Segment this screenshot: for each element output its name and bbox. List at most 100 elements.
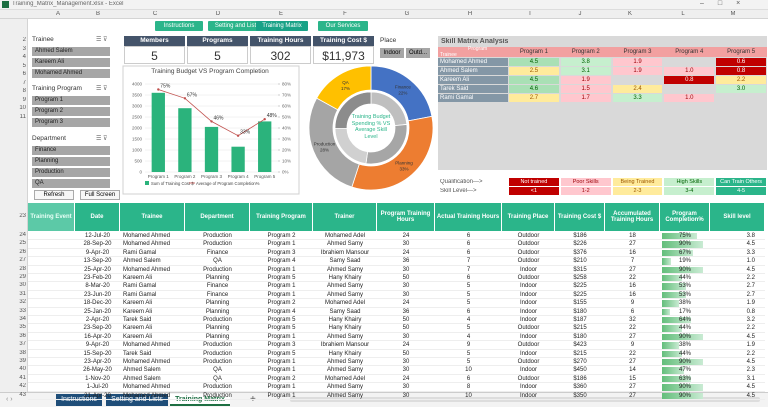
slicer-icons[interactable]: ☰ ⊽	[96, 86, 108, 92]
nav-button[interactable]: Instructions	[155, 21, 203, 31]
table-cell: Program 3	[250, 341, 313, 350]
table-cell: Mohamed Ahmed	[120, 358, 185, 367]
table-cell: 7	[605, 257, 660, 266]
table-cell: $258	[555, 274, 605, 283]
column-header-bar	[0, 10, 768, 19]
table-cell: Outdoor	[502, 358, 555, 367]
table-cell: 30	[377, 383, 435, 392]
table-cell: Mohamed Ahmed	[120, 240, 185, 249]
slicer-item[interactable]: Outd...	[406, 48, 430, 58]
data-bar	[662, 325, 683, 332]
row-number: 29	[19, 274, 26, 280]
table-cell: Mohamed Ahmed	[120, 392, 185, 400]
table-cell	[28, 341, 75, 350]
action-button[interactable]: Refresh	[34, 190, 74, 200]
table-cell: Program 2	[250, 232, 313, 241]
table-cell: $215	[555, 324, 605, 333]
slicer-item[interactable]: Program 1	[32, 96, 110, 105]
row-number: 40	[19, 366, 26, 373]
matrix-cell: 4.6	[509, 85, 559, 93]
table-cell: $360	[555, 383, 605, 392]
table-cell: 27	[605, 392, 660, 400]
table-cell: 90%	[660, 240, 710, 249]
slicer-item[interactable]: Planning	[32, 157, 110, 166]
table-cell: 26-May-20	[75, 366, 120, 375]
table-cell	[28, 366, 75, 375]
table-cell: 22	[605, 324, 660, 333]
table-cell: 30	[377, 358, 435, 367]
matrix-cell	[716, 94, 766, 102]
window-controls[interactable]: –□×	[700, 0, 755, 7]
table-cell: 1-Nov-20	[75, 375, 120, 384]
slicer-icons[interactable]: ☰ ⊽	[96, 37, 108, 43]
table-cell: 75%	[660, 232, 710, 241]
table-cell: 36	[377, 257, 435, 266]
table-cell: Kareem Ali	[120, 299, 185, 308]
nav-button[interactable]: Our Services	[318, 21, 368, 31]
slicer-item[interactable]: Finance	[32, 146, 110, 155]
tab-scroll[interactable]: ‹ ›	[6, 396, 13, 403]
table-cell: 1.9	[710, 341, 765, 350]
row-number: 5	[22, 62, 26, 69]
table-cell: $180	[555, 333, 605, 342]
row-number: 4	[22, 54, 26, 60]
matrix-cell: 2.7	[509, 94, 559, 102]
table-cell: 44%	[660, 324, 710, 333]
slicer-item[interactable]: Ahmed Salem	[32, 47, 110, 56]
table-cell: Outdoor	[502, 324, 555, 333]
column-letter: A	[55, 11, 60, 17]
matrix-title: Skill Matrix Analysis	[441, 38, 509, 45]
table-cell: Kareem Ali	[120, 308, 185, 316]
table-cell: $215	[555, 350, 605, 358]
slicer-item[interactable]: Production	[32, 168, 110, 177]
table-cell: 4.5	[710, 383, 765, 392]
table-cell: 4.5	[710, 266, 765, 274]
table-cell: Rami Gamal	[120, 282, 185, 291]
matrix-cell: 1.9	[612, 67, 663, 75]
table-cell: Indoor	[502, 316, 555, 325]
action-button[interactable]: Full Screen	[80, 190, 120, 200]
slicer-item[interactable]: Kareem Ali	[32, 58, 110, 67]
table-cell: Mohamed Ahmed	[120, 266, 185, 274]
slicer-item[interactable]: Program 3	[32, 118, 110, 127]
table-cell: 30	[377, 282, 435, 291]
table-cell	[28, 299, 75, 308]
table-cell: 24	[377, 375, 435, 384]
row-number: 7	[22, 79, 26, 86]
matrix-cell: 1.9	[560, 76, 611, 84]
skill-level-label: Skill Level--->	[440, 188, 477, 194]
table-cell: 5	[435, 299, 502, 308]
nav-button[interactable]: Setting and Lists	[208, 21, 266, 31]
table-cell: 16	[605, 282, 660, 291]
matrix-column: Program 3	[611, 47, 664, 57]
table-cell: 50	[377, 316, 435, 325]
table-cell: Production	[185, 358, 250, 367]
table-cell	[28, 249, 75, 258]
table-cell: $226	[555, 240, 605, 249]
slicer-item[interactable]: QA	[32, 179, 110, 188]
slicer-item[interactable]: Mohamed Ahmed	[32, 69, 110, 78]
slicer-item[interactable]: Program 2	[32, 107, 110, 116]
slicer-icons[interactable]: ☰ ⊽	[96, 136, 108, 142]
table-cell: 21-Apr-20	[75, 392, 120, 400]
table-cell: Tarek Said	[120, 316, 185, 325]
table-cell: 44%	[660, 350, 710, 358]
table-cell: Kareem Ali	[120, 333, 185, 342]
column-letter: G	[404, 11, 410, 17]
table-cell: Mohamed Adel	[313, 375, 377, 384]
row-number: 10	[19, 105, 26, 111]
nav-button[interactable]: Training Matrix	[256, 21, 308, 31]
table-cell: 9	[605, 299, 660, 308]
column-letter: L	[681, 11, 685, 17]
data-bar	[662, 392, 704, 399]
window-title: Training_Matrix_Management.xlsx - Excel	[12, 1, 124, 7]
row-number: 24	[19, 232, 26, 238]
table-cell: Program 5	[250, 350, 313, 358]
matrix-row-name: Ahmed Salem	[438, 67, 508, 75]
row-number: 31	[19, 290, 26, 297]
slicer-item[interactable]: Indoor	[380, 48, 404, 58]
table-cell: 24	[377, 232, 435, 241]
table-header: Training Event	[28, 203, 75, 231]
table-cell: Program 1	[250, 266, 313, 274]
table-cell: $186	[555, 375, 605, 384]
